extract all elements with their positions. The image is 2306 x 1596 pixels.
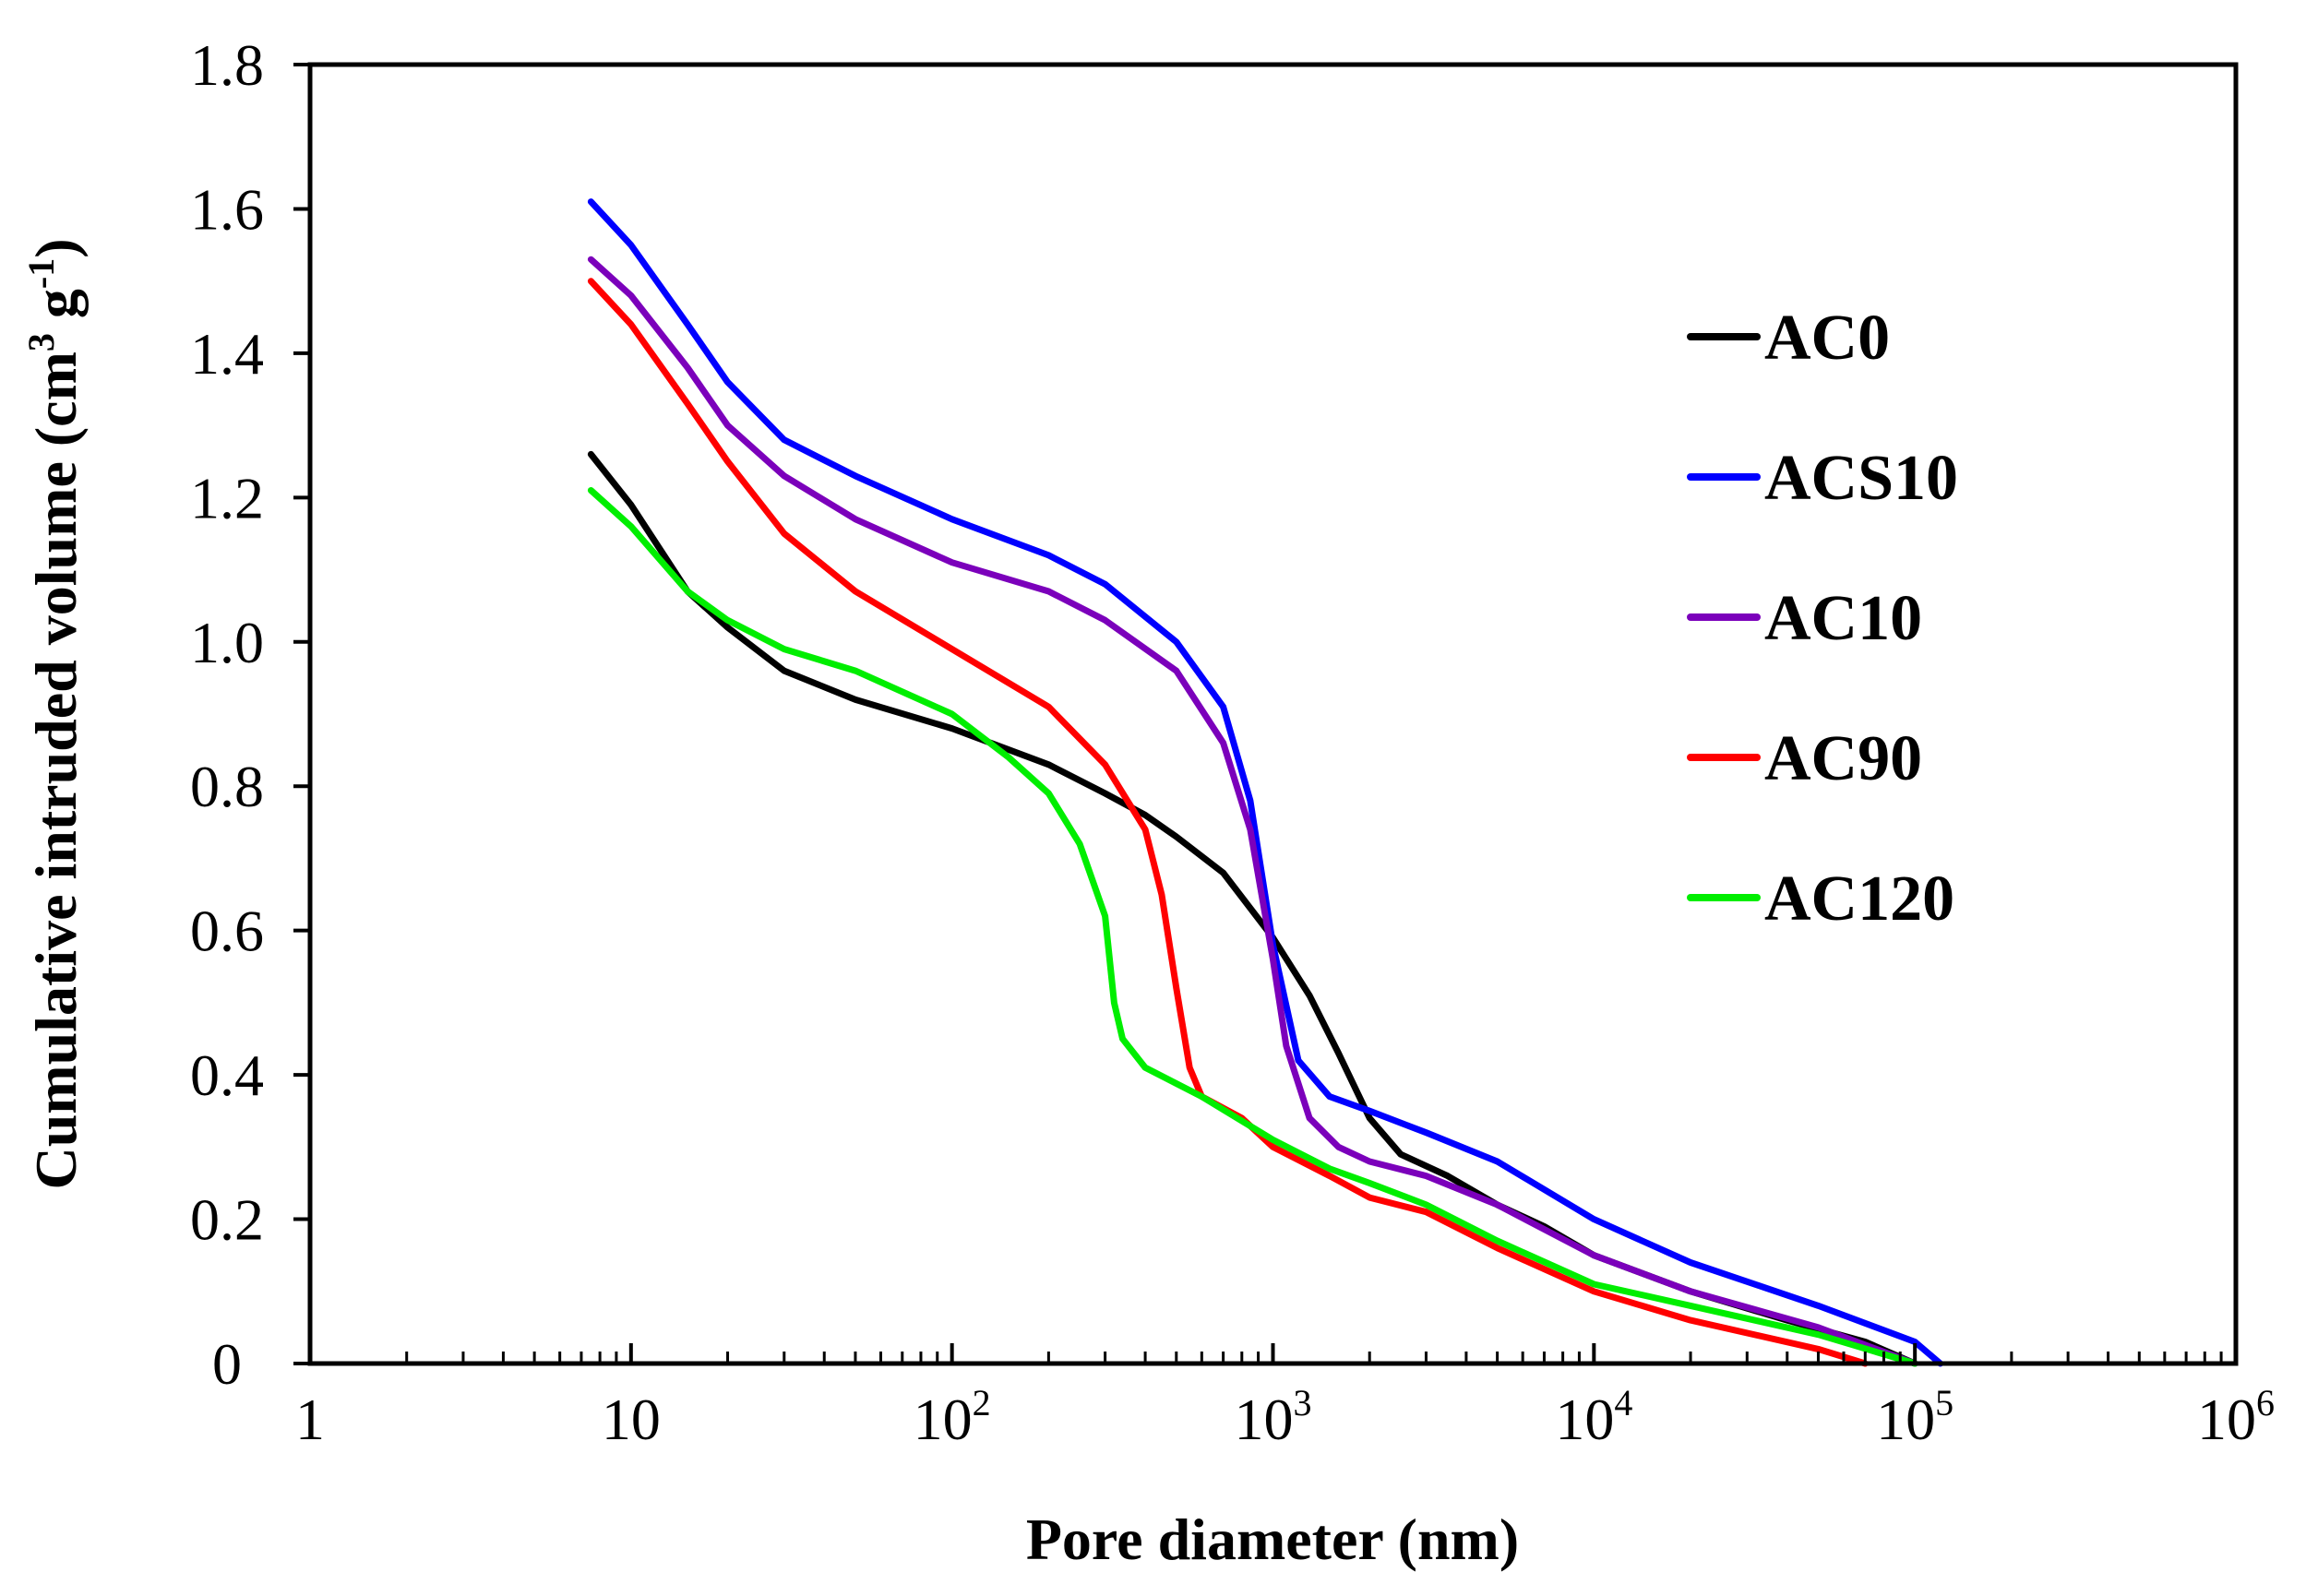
- legend-label: AC10: [1764, 583, 1922, 654]
- y-tick-label: 1.2: [190, 465, 264, 530]
- y-axis-title-mid: g: [23, 289, 89, 333]
- series-line-ac10: [587, 256, 1918, 1367]
- x-tick-label: 1: [295, 1387, 325, 1452]
- legend-label: AC90: [1764, 723, 1922, 794]
- x-tick-exponent: 4: [1614, 1382, 1632, 1423]
- x-tick-exponent: 2: [973, 1382, 991, 1423]
- y-axis-title-end: ): [23, 238, 89, 257]
- legend-label: AC120: [1764, 864, 1954, 935]
- x-tick-exponent: 6: [2256, 1382, 2275, 1423]
- x-tick-base: 10: [602, 1387, 661, 1452]
- x-tick-label: 106: [2197, 1382, 2275, 1452]
- legend-label: AC0: [1764, 303, 1890, 374]
- legend-item-acs10: ACS10: [1687, 443, 1958, 514]
- x-tick-label: 102: [914, 1382, 991, 1452]
- x-tick-base: 10: [2197, 1387, 2256, 1452]
- x-tick-base: 10: [1876, 1387, 1935, 1452]
- legend-item-ac10: AC10: [1687, 583, 1922, 654]
- x-tick-exponent: 3: [1294, 1382, 1312, 1423]
- y-axis-title-sup2: -1: [20, 258, 62, 289]
- x-tick-base: 10: [1235, 1387, 1294, 1452]
- x-axis-title: Pore diameter (nm): [1026, 1507, 1519, 1572]
- y-tick-label: 0.8: [190, 754, 264, 819]
- y-axis-title: Cumulative intruded volume (cm3 g-1): [20, 238, 89, 1189]
- legend-item-ac0: AC0: [1687, 303, 1890, 374]
- series-layer: [587, 198, 1944, 1367]
- y-tick-label: 0: [212, 1331, 242, 1397]
- y-tick-label: 1.4: [190, 321, 264, 387]
- y-tick-label: 1.0: [190, 610, 264, 675]
- x-tick-label: 10: [602, 1387, 661, 1452]
- x-tick-label: 103: [1235, 1382, 1312, 1452]
- y-tick-label: 0.4: [190, 1042, 264, 1108]
- y-tick-label: 0.2: [190, 1187, 264, 1253]
- x-tick-base: 10: [914, 1387, 973, 1452]
- y-axis-title-main: Cumulative intruded volume (cm: [23, 351, 89, 1189]
- y-tick-label: 1.6: [190, 176, 264, 242]
- y-tick-labels: 0 0.2 0.4 0.6 0.8 1.0 1.2 1.4 1.6 1.8: [190, 32, 264, 1397]
- x-tick-base: 10: [1555, 1387, 1614, 1452]
- series-line-ac120: [587, 487, 1918, 1367]
- y-tick-label: 1.8: [190, 32, 264, 98]
- x-tick-labels: 1 10 102 103 104 105 106: [295, 1382, 2275, 1452]
- y-tick-label: 0.6: [190, 899, 264, 964]
- legend-item-ac120: AC120: [1687, 864, 1954, 935]
- series-line-ac90: [587, 278, 1869, 1367]
- x-tick-exponent: 5: [1935, 1382, 1954, 1423]
- x-tick-label: 105: [1876, 1382, 1954, 1452]
- plot-area-frame: [307, 62, 2239, 1366]
- series-line-acs10: [587, 198, 1944, 1367]
- legend-label: ACS10: [1764, 443, 1958, 514]
- y-axis-title-sup1: 3: [20, 333, 62, 351]
- x-tick-base: 1: [295, 1387, 325, 1452]
- x-tick-label: 104: [1555, 1382, 1632, 1452]
- legend: AC0 ACS10 AC10 AC90 AC120: [1687, 303, 1958, 935]
- legend-item-ac90: AC90: [1687, 723, 1922, 794]
